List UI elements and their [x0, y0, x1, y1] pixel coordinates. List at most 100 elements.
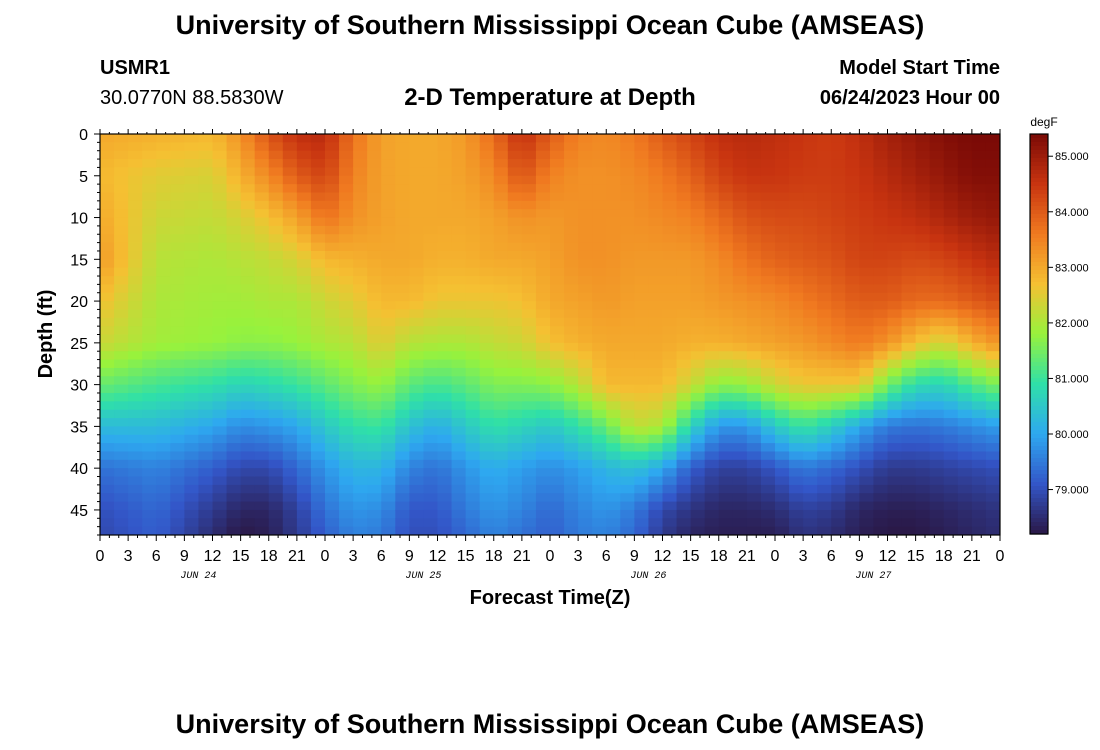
- heatmap-cell: [915, 225, 931, 235]
- heatmap-cell: [268, 184, 284, 194]
- heatmap-cell: [915, 359, 931, 369]
- heatmap-cell: [184, 259, 200, 269]
- heatmap-cell: [100, 167, 115, 177]
- heatmap-cell: [943, 501, 959, 511]
- colorbar-segment: [1030, 458, 1048, 463]
- heatmap-cell: [606, 468, 621, 478]
- heatmap-cell: [971, 301, 987, 311]
- heatmap-cell: [325, 351, 340, 361]
- heatmap-cell: [775, 250, 790, 260]
- heatmap-cell: [648, 142, 664, 152]
- heatmap-cell: [367, 184, 382, 194]
- heatmap-cell: [760, 259, 776, 269]
- heatmap-cell: [184, 309, 200, 319]
- heatmap-cell: [465, 334, 481, 344]
- heatmap-cell: [831, 292, 846, 302]
- heatmap-cell: [282, 509, 298, 519]
- heatmap-cell: [957, 418, 973, 427]
- heatmap-cell: [184, 459, 200, 469]
- heatmap-cell: [929, 459, 945, 469]
- heatmap-cell: [535, 501, 551, 511]
- heatmap-cell: [648, 267, 664, 277]
- heatmap-cell: [831, 334, 846, 344]
- y-tick-label: 40: [70, 461, 88, 478]
- heatmap-cell: [184, 359, 200, 369]
- heatmap-cell: [198, 150, 214, 160]
- heatmap-cell: [254, 392, 270, 402]
- heatmap-cell: [353, 250, 368, 260]
- heatmap-cell: [859, 200, 875, 210]
- heatmap-cell: [943, 250, 959, 260]
- heatmap-cell: [620, 217, 635, 227]
- heatmap-cell: [943, 276, 959, 285]
- heatmap-cell: [859, 326, 875, 336]
- heatmap-cell: [226, 518, 242, 528]
- heatmap-cell: [887, 359, 903, 369]
- heatmap-cell: [929, 209, 945, 219]
- heatmap-cell: [915, 493, 931, 503]
- heatmap-cell: [592, 192, 607, 202]
- heatmap-cell: [845, 342, 860, 352]
- heatmap-cell: [128, 451, 143, 461]
- heatmap-cell: [578, 434, 593, 444]
- heatmap-cell: [746, 209, 762, 219]
- heatmap-cell: [339, 134, 354, 143]
- heatmap-cell: [184, 484, 200, 494]
- heatmap-cell: [381, 200, 396, 210]
- heatmap-cell: [887, 501, 903, 511]
- heatmap-cell: [240, 434, 256, 444]
- heatmap-cell: [268, 217, 284, 227]
- heatmap-cell: [662, 342, 678, 352]
- heatmap-cell: [606, 501, 621, 511]
- heatmap-cell: [803, 200, 818, 210]
- heatmap-cell: [156, 334, 171, 344]
- heatmap-cell: [873, 250, 889, 260]
- heatmap-cell: [831, 217, 846, 227]
- heatmap-cell: [310, 309, 326, 319]
- heatmap-cell: [268, 518, 284, 528]
- heatmap-cell: [254, 134, 270, 143]
- heatmap-cell: [226, 142, 242, 152]
- heatmap-cell: [226, 192, 242, 202]
- heatmap-cell: [367, 284, 382, 294]
- heatmap-cell: [479, 367, 495, 377]
- heatmap-cell: [535, 301, 551, 311]
- heatmap-cell: [676, 192, 692, 202]
- heatmap-cell: [718, 301, 734, 311]
- heatmap-cell: [901, 276, 917, 285]
- heatmap-cell: [282, 392, 298, 402]
- heatmap-cell: [634, 259, 650, 269]
- heatmap-cell: [296, 443, 312, 453]
- heatmap-cell: [535, 493, 551, 503]
- heatmap-cell: [971, 225, 987, 235]
- heatmap-cell: [915, 184, 931, 194]
- heatmap-cell: [845, 309, 860, 319]
- heatmap-cell: [648, 217, 664, 227]
- heatmap-cell: [704, 509, 720, 519]
- heatmap-cell: [521, 284, 537, 294]
- heatmap-cell: [704, 175, 720, 185]
- heatmap-cell: [550, 259, 565, 269]
- heatmap-cell: [887, 142, 903, 152]
- heatmap-cell: [142, 184, 157, 194]
- heatmap-cell: [789, 276, 804, 285]
- heatmap-cell: [451, 451, 467, 461]
- heatmap-cell: [592, 250, 607, 260]
- heatmap-cell: [662, 468, 678, 478]
- colorbar-segment: [1030, 374, 1048, 379]
- heatmap-cell: [198, 301, 214, 311]
- colorbar-segment: [1030, 166, 1048, 171]
- heatmap-cell: [606, 367, 621, 377]
- heatmap-cell: [367, 259, 382, 269]
- heatmap-cell: [367, 493, 382, 503]
- heatmap-cell: [409, 317, 425, 327]
- heatmap-cell: [634, 225, 650, 235]
- heatmap-cell: [381, 167, 396, 177]
- colorbar-segment: [1030, 310, 1048, 315]
- heatmap-cell: [325, 418, 340, 427]
- heatmap-cell: [310, 493, 326, 503]
- heatmap-cell: [887, 493, 903, 503]
- heatmap-cell: [620, 384, 635, 394]
- heatmap-cell: [282, 484, 298, 494]
- heatmap-cell: [381, 451, 396, 461]
